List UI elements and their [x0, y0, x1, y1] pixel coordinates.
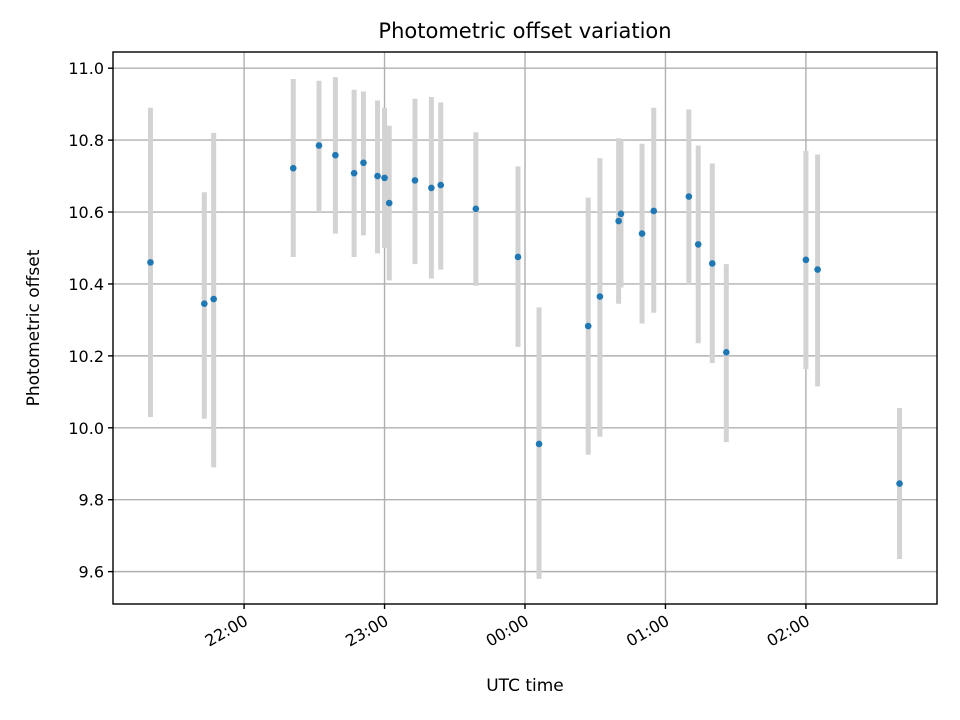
- data-point: [802, 256, 810, 264]
- y-axis-label: Photometric offset: [24, 249, 44, 406]
- chart-title: Photometric offset variation: [378, 19, 671, 43]
- data-point: [896, 480, 903, 487]
- y-tick-label: 10.6: [68, 203, 104, 222]
- data-point: [814, 266, 821, 273]
- data-point: [617, 210, 625, 218]
- data-point: [360, 159, 367, 167]
- data-point: [210, 295, 217, 303]
- data-point: [584, 322, 592, 330]
- data-point: [350, 169, 358, 177]
- y-tick-label: 9.6: [79, 563, 104, 582]
- y-axis-ticks: 9.6 9.8 10.0 10.2 10.4 10.6 10.8 11.0: [68, 59, 113, 582]
- y-tick-label: 10.4: [68, 275, 104, 294]
- data-point: [694, 241, 702, 248]
- data-point: [596, 293, 604, 300]
- grid-lines: [113, 52, 937, 604]
- data-points: [147, 142, 903, 487]
- data-point: [472, 205, 480, 213]
- data-point: [385, 199, 393, 207]
- data-point: [514, 253, 522, 261]
- y-tick-label: 10.2: [68, 347, 104, 366]
- y-tick-label: 11.0: [68, 59, 104, 78]
- data-point: [332, 151, 339, 159]
- data-point: [535, 440, 543, 448]
- x-axis-label: UTC time: [486, 676, 564, 696]
- data-point: [428, 184, 435, 192]
- data-point: [437, 181, 445, 189]
- data-point: [708, 260, 716, 267]
- data-point: [723, 348, 730, 356]
- data-point: [411, 177, 419, 184]
- y-tick-label: 10.8: [68, 131, 104, 150]
- data-point: [374, 172, 381, 180]
- data-point: [615, 217, 622, 225]
- data-point: [638, 230, 646, 237]
- y-tick-label: 10.0: [68, 419, 104, 438]
- data-point: [315, 142, 323, 149]
- data-point: [381, 174, 388, 182]
- data-point: [685, 193, 693, 200]
- data-point: [200, 300, 208, 308]
- data-point: [147, 259, 154, 266]
- data-point: [289, 164, 297, 172]
- data-point: [650, 207, 658, 215]
- y-tick-label: 9.8: [79, 491, 104, 510]
